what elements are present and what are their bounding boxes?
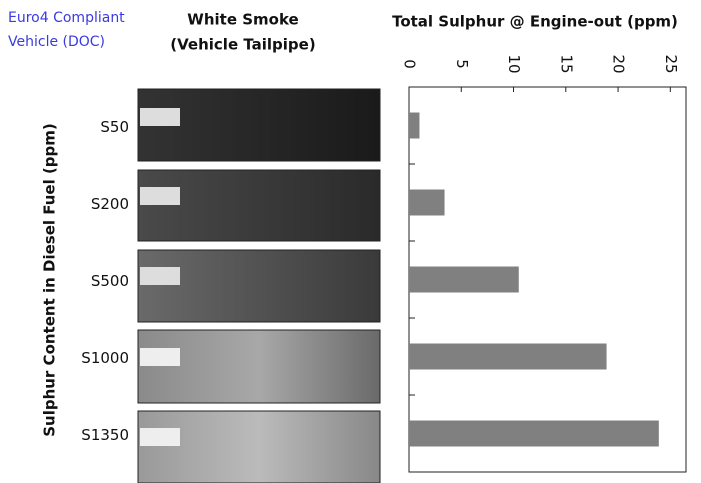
note-line: Euro4 Compliant <box>8 10 125 26</box>
y-axis-label: Sulphur Content in Diesel Fuel (ppm) <box>41 123 59 437</box>
x-tick-label: 5 <box>453 59 471 69</box>
y-tick-label: S500 <box>91 272 129 290</box>
x-tick-label: 25 <box>662 54 680 73</box>
bar <box>409 343 607 370</box>
x-tick-label: 0 <box>401 59 419 69</box>
chart-title: Total Sulphur @ Engine-out (ppm) <box>392 13 678 31</box>
tailpipe <box>140 187 180 205</box>
bar <box>409 189 445 216</box>
panel-title: White Smoke <box>187 11 298 29</box>
note-line: Vehicle (DOC) <box>8 34 105 50</box>
photos <box>137 88 381 483</box>
y-tick-label: S200 <box>91 195 129 213</box>
tailpipe <box>140 428 180 446</box>
tailpipe <box>140 108 180 126</box>
y-tick-label: S1000 <box>81 349 129 367</box>
bar <box>409 112 420 139</box>
bar <box>409 266 519 293</box>
y-tick-label: S1350 <box>81 426 129 444</box>
panel-title: (Vehicle Tailpipe) <box>170 36 315 54</box>
y-tick-label: S50 <box>100 118 129 136</box>
photo <box>137 410 381 483</box>
x-tick-label: 20 <box>610 54 628 73</box>
bar <box>409 420 659 447</box>
photo <box>137 169 381 242</box>
tailpipe <box>140 348 180 366</box>
x-tick-label: 10 <box>505 54 523 73</box>
photo <box>137 329 381 404</box>
photo <box>137 249 381 323</box>
tailpipe <box>140 267 180 285</box>
x-tick-label: 15 <box>557 54 575 73</box>
